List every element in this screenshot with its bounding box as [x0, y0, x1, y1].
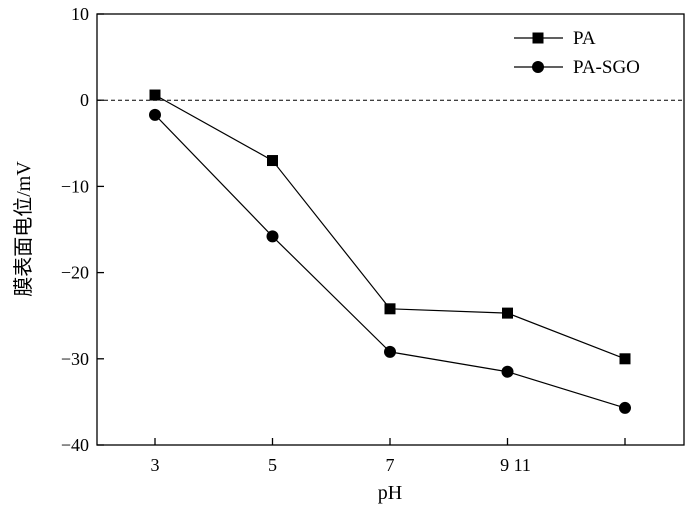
y-axis-title: 膜表面电位/mV: [12, 161, 35, 297]
x-tick-label: 3: [151, 455, 160, 475]
data-point-square: [267, 155, 278, 167]
x-tick-label: 5: [268, 455, 277, 475]
legend-label: PA: [573, 28, 596, 49]
data-point-circle: [532, 61, 544, 73]
y-tick-label: −40: [61, 435, 89, 455]
data-point-square: [149, 89, 161, 101]
data-point-circle: [384, 345, 396, 358]
y-tick-label: 10: [71, 4, 89, 24]
x-tick-label: 7: [386, 455, 395, 475]
y-tick-label: 0: [80, 90, 89, 110]
data-point-circle: [266, 230, 279, 243]
data-point-square: [384, 303, 396, 315]
series-line-pa: [154, 94, 626, 360]
x-tick-label: 9 11: [500, 455, 531, 475]
data-point-circle: [149, 108, 161, 121]
x-axis-title: pH: [378, 482, 402, 504]
x-axis-ticks: 3 5 7 9 11: [151, 438, 626, 475]
y-tick-label: −20: [61, 263, 89, 283]
data-point-square: [619, 353, 631, 365]
data-point-circle: [619, 401, 631, 414]
series-layer: [149, 89, 631, 414]
data-point-circle: [501, 365, 514, 378]
data-point-square: [532, 32, 544, 44]
legend: PA PA-SGO: [514, 28, 640, 78]
plot-frame: [96, 13, 685, 446]
y-axis-ticks: 10 0 −10 −20 −30 −40: [61, 4, 104, 455]
series-line-pa-sgo: [154, 114, 626, 409]
data-point-square: [502, 307, 513, 319]
y-tick-label: −30: [61, 349, 89, 369]
y-tick-label: −10: [61, 176, 89, 196]
legend-label: PA-SGO: [573, 57, 640, 78]
